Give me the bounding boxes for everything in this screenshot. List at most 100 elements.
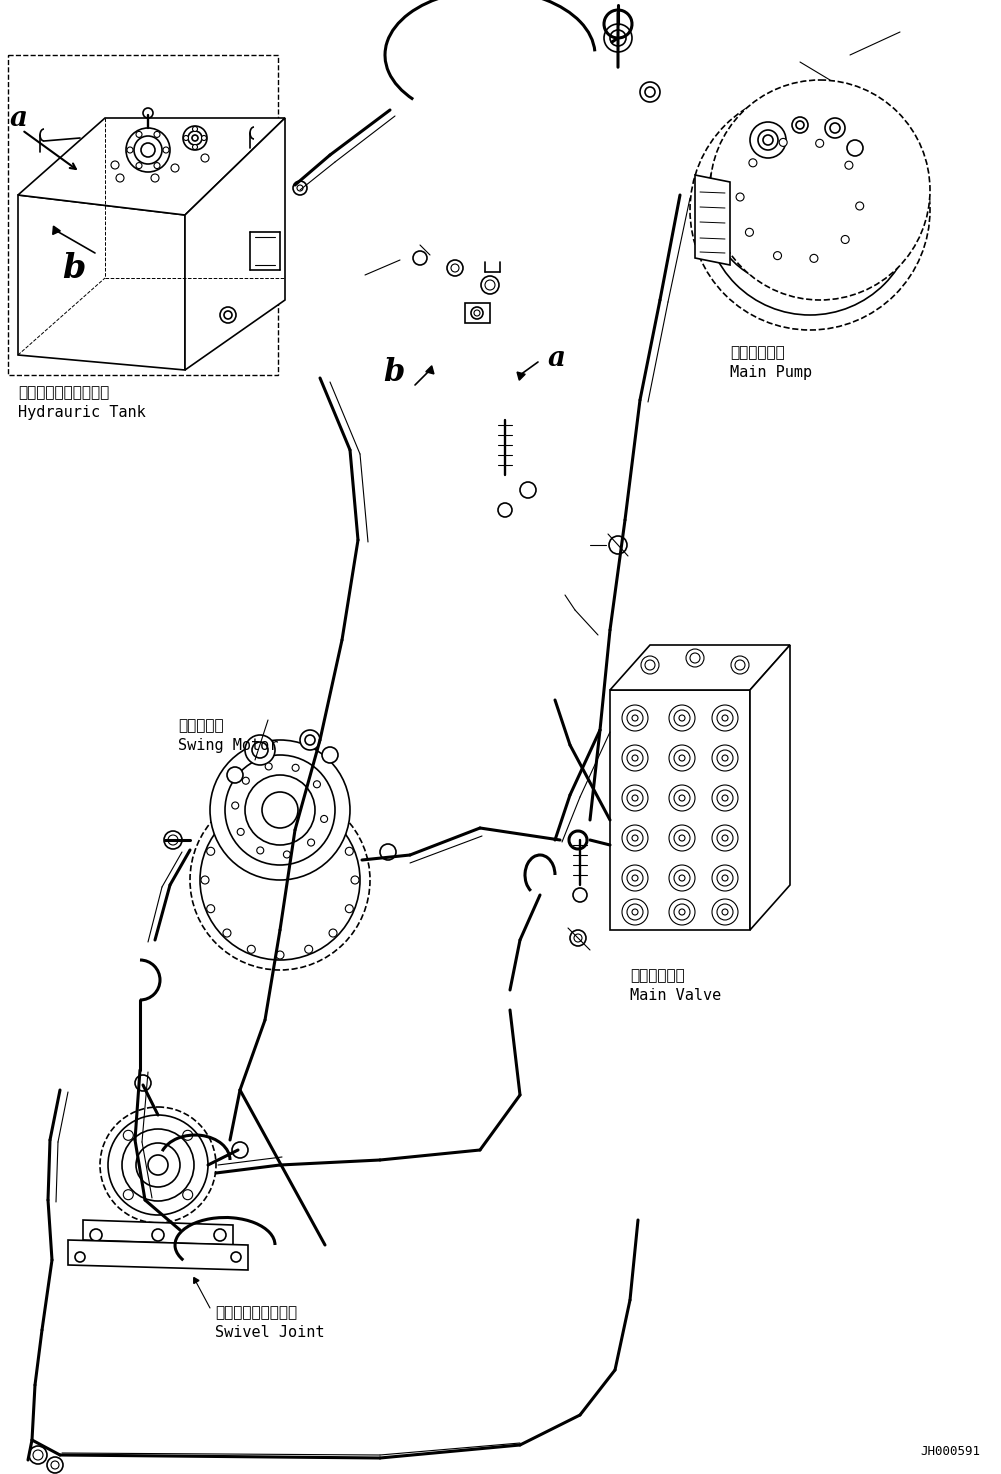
Circle shape — [722, 794, 728, 800]
Circle shape — [247, 945, 255, 954]
Circle shape — [792, 116, 808, 133]
Circle shape — [192, 127, 197, 131]
Circle shape — [679, 794, 685, 800]
Polygon shape — [68, 1240, 248, 1271]
Circle shape — [220, 307, 236, 323]
Circle shape — [322, 747, 338, 764]
Circle shape — [123, 1190, 133, 1200]
Circle shape — [735, 660, 745, 671]
Polygon shape — [18, 118, 285, 215]
Text: 旋回モータ: 旋回モータ — [178, 718, 223, 733]
Circle shape — [201, 876, 209, 884]
Circle shape — [152, 1229, 164, 1241]
Circle shape — [164, 831, 182, 849]
Polygon shape — [18, 195, 185, 370]
Circle shape — [825, 118, 845, 139]
Circle shape — [242, 777, 249, 784]
Circle shape — [712, 705, 738, 731]
Circle shape — [641, 656, 659, 674]
Circle shape — [746, 228, 754, 236]
Circle shape — [705, 105, 915, 315]
Text: スイベルジョイント: スイベルジョイント — [215, 1304, 297, 1321]
Circle shape — [669, 825, 695, 850]
Bar — [8, 55, 278, 374]
Text: JH000591: JH000591 — [920, 1445, 980, 1458]
Circle shape — [380, 845, 396, 859]
Circle shape — [100, 1107, 216, 1223]
Circle shape — [736, 193, 744, 200]
Circle shape — [669, 744, 695, 771]
Circle shape — [796, 121, 804, 130]
Circle shape — [207, 905, 214, 912]
Circle shape — [775, 190, 805, 220]
Circle shape — [830, 122, 840, 133]
Circle shape — [712, 865, 738, 890]
Circle shape — [231, 802, 238, 809]
Circle shape — [116, 174, 124, 181]
Circle shape — [305, 736, 315, 744]
Circle shape — [245, 775, 315, 845]
Circle shape — [127, 147, 133, 153]
Circle shape — [712, 744, 738, 771]
Circle shape — [413, 251, 427, 265]
Circle shape — [674, 830, 690, 846]
Text: Main Pump: Main Pump — [730, 366, 812, 380]
Circle shape — [345, 905, 353, 912]
Text: メインバルブ: メインバルブ — [630, 968, 685, 983]
Circle shape — [201, 153, 209, 162]
Text: b: b — [383, 357, 405, 388]
Circle shape — [686, 649, 704, 668]
Circle shape — [188, 131, 202, 144]
Circle shape — [111, 161, 119, 170]
Circle shape — [669, 705, 695, 731]
Circle shape — [262, 792, 298, 828]
Circle shape — [632, 876, 638, 881]
Circle shape — [722, 834, 728, 842]
Circle shape — [245, 736, 275, 765]
Circle shape — [51, 1461, 59, 1470]
Circle shape — [300, 730, 320, 750]
Circle shape — [304, 806, 312, 815]
Text: Hydrauric Tank: Hydrauric Tank — [18, 405, 146, 420]
Circle shape — [297, 186, 303, 192]
Circle shape — [710, 80, 930, 301]
Circle shape — [123, 1131, 133, 1141]
Circle shape — [722, 715, 728, 721]
Circle shape — [351, 876, 359, 884]
Circle shape — [722, 755, 728, 761]
Circle shape — [717, 870, 733, 886]
Circle shape — [610, 29, 626, 46]
Polygon shape — [750, 646, 790, 930]
Circle shape — [474, 310, 480, 315]
Circle shape — [276, 951, 284, 960]
Circle shape — [669, 786, 695, 811]
Circle shape — [33, 1450, 43, 1461]
Circle shape — [329, 929, 337, 937]
Circle shape — [183, 1190, 193, 1200]
Circle shape — [627, 904, 643, 920]
Polygon shape — [610, 690, 750, 930]
Circle shape — [313, 781, 320, 787]
Circle shape — [163, 147, 169, 153]
Circle shape — [471, 307, 483, 318]
Circle shape — [223, 822, 231, 831]
Text: Swing Motor: Swing Motor — [178, 738, 278, 753]
Circle shape — [210, 740, 350, 880]
Circle shape — [669, 899, 695, 926]
Text: Main Valve: Main Valve — [630, 988, 722, 1002]
Circle shape — [171, 164, 179, 172]
Circle shape — [192, 144, 197, 149]
Circle shape — [247, 806, 255, 815]
Circle shape — [717, 750, 733, 766]
Circle shape — [731, 656, 749, 674]
Circle shape — [674, 750, 690, 766]
Circle shape — [632, 909, 638, 915]
Circle shape — [679, 834, 685, 842]
Circle shape — [690, 653, 700, 663]
Circle shape — [252, 741, 268, 758]
Circle shape — [183, 136, 188, 140]
Circle shape — [722, 909, 728, 915]
Circle shape — [265, 764, 272, 769]
Circle shape — [135, 1075, 151, 1091]
Circle shape — [151, 174, 159, 181]
